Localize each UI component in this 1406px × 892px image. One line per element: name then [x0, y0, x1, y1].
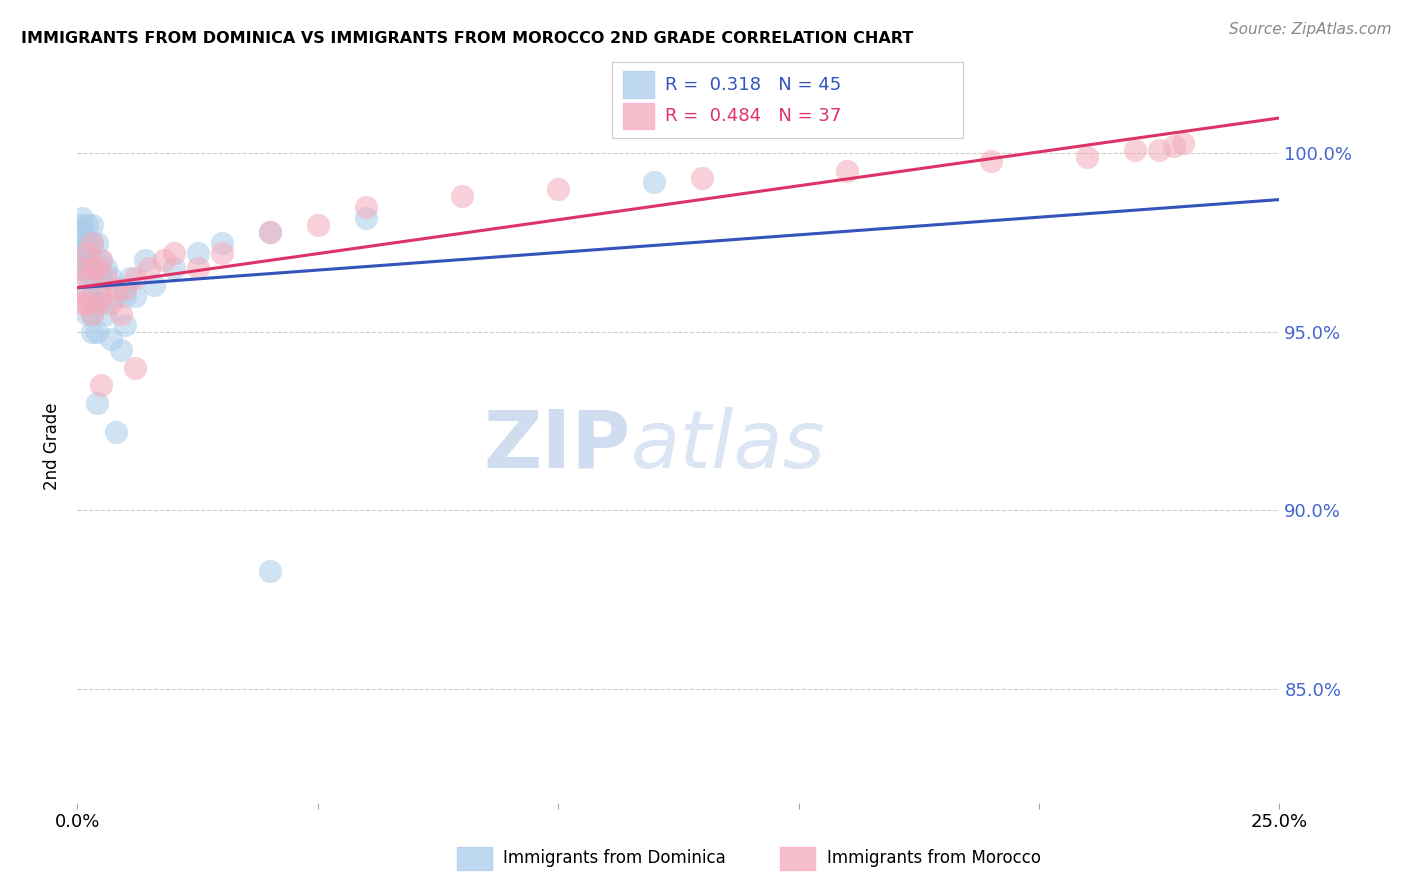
Point	[120, 271, 142, 285]
Point	[1076, 150, 1098, 164]
Y-axis label: 2nd Grade: 2nd Grade	[44, 402, 62, 490]
Text: R =  0.318   N = 45: R = 0.318 N = 45	[665, 76, 841, 94]
Point	[96, 260, 118, 275]
Point	[86, 296, 108, 310]
Point	[76, 289, 98, 303]
Point	[547, 182, 569, 196]
Point	[692, 171, 714, 186]
Text: Immigrants from Dominica: Immigrants from Dominica	[503, 849, 725, 867]
Point	[100, 271, 122, 285]
Point	[76, 235, 98, 250]
Point	[187, 246, 209, 260]
Point	[259, 225, 281, 239]
Point	[162, 260, 184, 275]
Point	[96, 271, 118, 285]
Point	[76, 218, 98, 232]
Text: Source: ZipAtlas.com: Source: ZipAtlas.com	[1229, 22, 1392, 37]
Point	[70, 218, 93, 232]
Text: R =  0.484   N = 37: R = 0.484 N = 37	[665, 107, 841, 125]
Point	[162, 246, 184, 260]
Point	[80, 307, 103, 321]
Point	[134, 253, 156, 268]
Point	[259, 225, 281, 239]
Point	[90, 289, 112, 303]
Point	[80, 307, 103, 321]
Point	[90, 253, 112, 268]
Point	[114, 282, 136, 296]
Point	[835, 164, 858, 178]
Point	[153, 253, 176, 268]
Point	[211, 246, 233, 260]
Point	[76, 271, 98, 285]
Point	[80, 235, 103, 250]
Point	[80, 235, 103, 250]
Point	[86, 396, 108, 410]
Point	[211, 235, 233, 250]
Point	[90, 271, 112, 285]
Point	[70, 260, 93, 275]
Point	[80, 253, 103, 268]
Point	[80, 325, 103, 339]
Point	[69, 235, 91, 250]
Point	[104, 425, 127, 439]
Point	[76, 271, 98, 285]
Point	[354, 200, 377, 214]
Text: ZIP: ZIP	[484, 407, 630, 485]
Point	[104, 282, 127, 296]
Point	[73, 239, 96, 253]
Point	[70, 225, 93, 239]
Point	[76, 296, 98, 310]
Point	[980, 153, 1002, 168]
Point	[86, 260, 108, 275]
Point	[90, 378, 112, 392]
Point	[643, 175, 665, 189]
Point	[100, 332, 122, 346]
Point	[90, 253, 112, 268]
Point	[86, 325, 108, 339]
Point	[124, 360, 146, 375]
Point	[80, 218, 103, 232]
Point	[138, 260, 160, 275]
Text: IMMIGRANTS FROM DOMINICA VS IMMIGRANTS FROM MOROCCO 2ND GRADE CORRELATION CHART: IMMIGRANTS FROM DOMINICA VS IMMIGRANTS F…	[21, 31, 914, 46]
Point	[110, 343, 132, 357]
Point	[110, 307, 132, 321]
Point	[259, 564, 281, 578]
Point	[76, 253, 98, 268]
Point	[1123, 143, 1146, 157]
Point	[90, 296, 112, 310]
Point	[76, 307, 98, 321]
Point	[70, 260, 93, 275]
Text: atlas: atlas	[630, 407, 825, 485]
Point	[124, 271, 146, 285]
Point	[80, 260, 103, 275]
Point	[70, 296, 93, 310]
Text: Immigrants from Morocco: Immigrants from Morocco	[827, 849, 1040, 867]
Point	[307, 218, 329, 232]
Point	[70, 211, 93, 225]
Point	[104, 289, 127, 303]
Point	[451, 189, 474, 203]
Point	[76, 246, 98, 260]
Point	[86, 289, 108, 303]
Point	[70, 253, 93, 268]
Point	[100, 296, 122, 310]
Point	[114, 318, 136, 332]
Point	[1149, 143, 1171, 157]
Point	[354, 211, 377, 225]
Point	[124, 289, 146, 303]
Point	[80, 289, 103, 303]
Point	[80, 271, 103, 285]
Point	[86, 260, 108, 275]
Point	[69, 289, 91, 303]
Point	[143, 278, 166, 293]
Point	[96, 307, 118, 321]
Point	[1163, 139, 1185, 153]
Point	[187, 260, 209, 275]
Point	[86, 235, 108, 250]
Point	[1173, 136, 1195, 150]
Point	[114, 289, 136, 303]
